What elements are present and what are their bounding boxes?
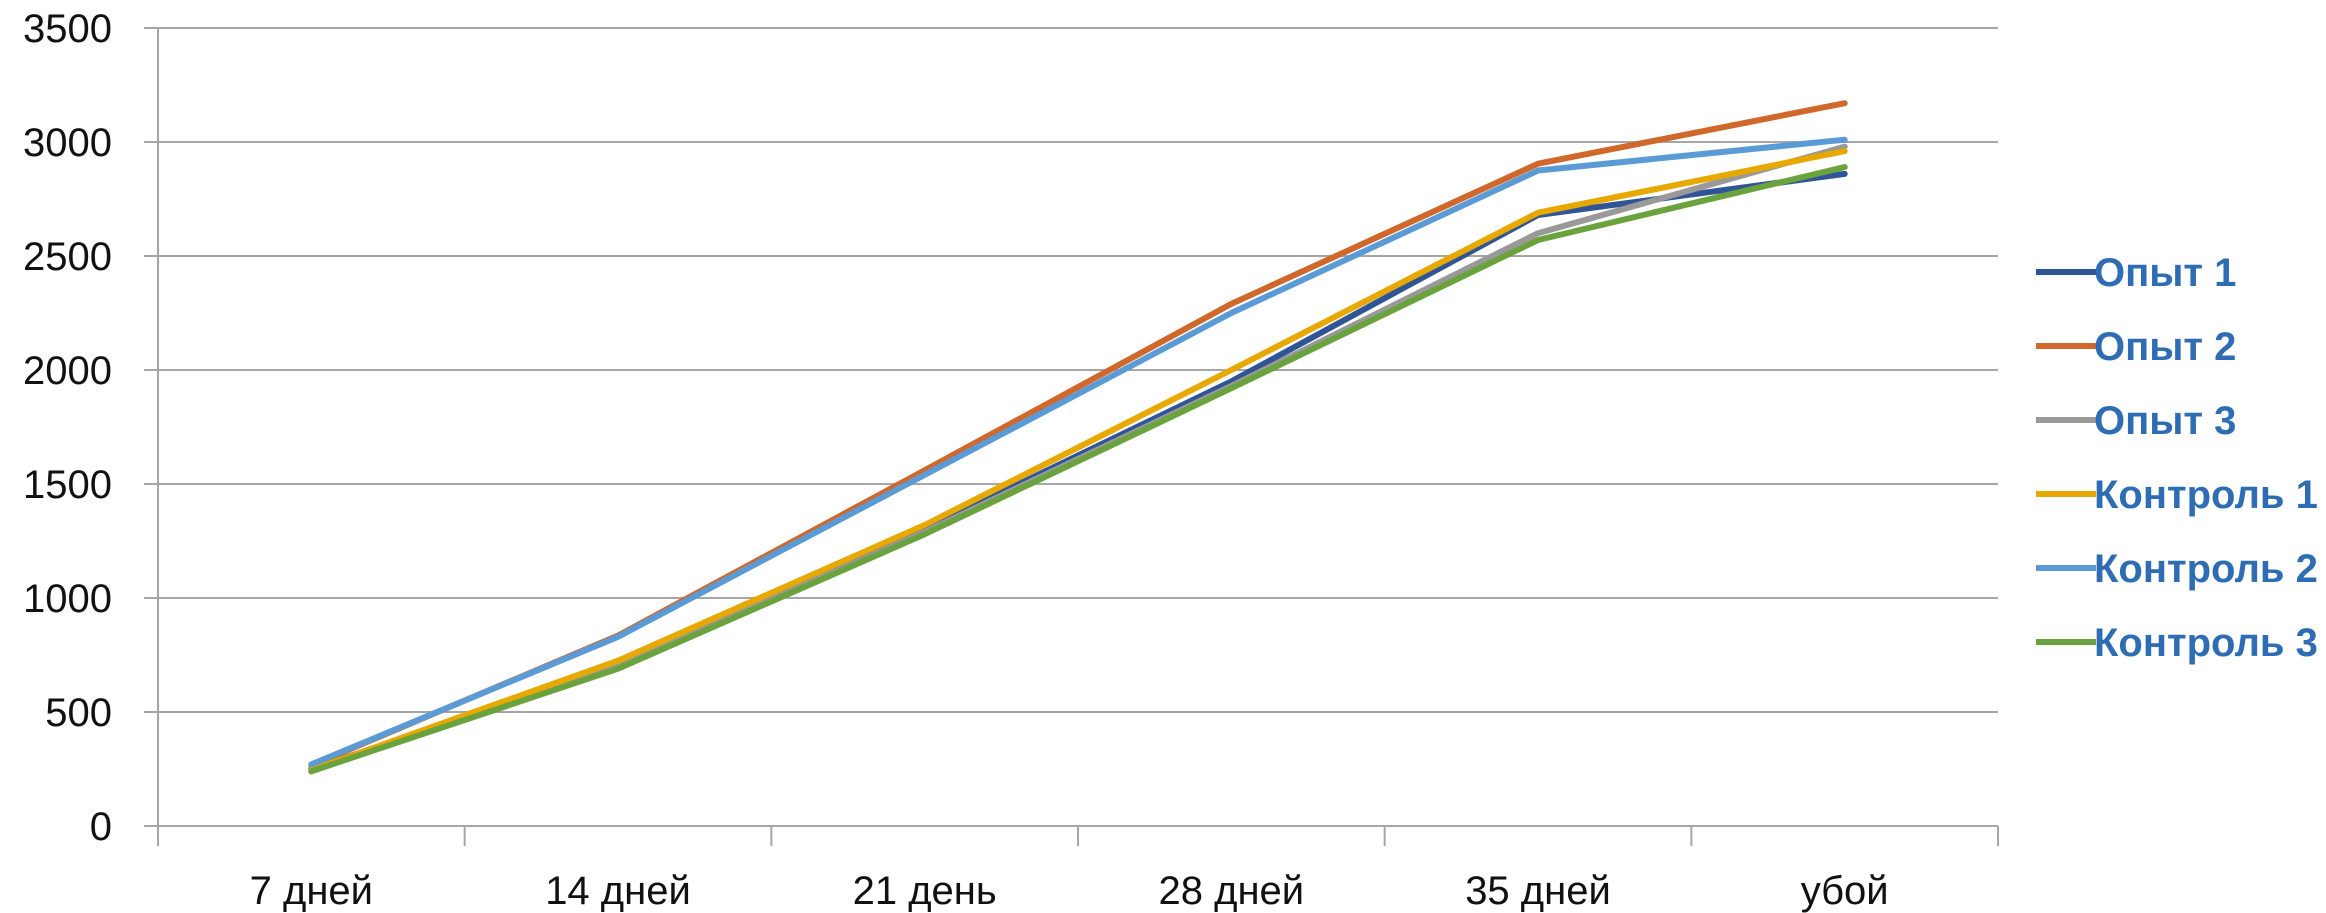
gridlines [158, 27, 1998, 713]
legend-label: Контроль 1 [2094, 473, 2318, 517]
legend-label: Опыт 3 [2094, 399, 2236, 443]
series-line-5 [308, 136, 1848, 768]
legend-entry: Опыт 2 [2036, 325, 2236, 369]
axes [144, 27, 1999, 846]
series-lines [308, 100, 1848, 775]
x-tick-label: убой [1801, 869, 1889, 913]
legend-entry: Контроль 1 [2036, 473, 2318, 517]
x-tick-label: 35 дней [1465, 869, 1611, 913]
legend: Опыт 1 Опыт 2 Опыт 3 Контроль 1 Контроль 2 Ко… [2036, 251, 2318, 665]
legend-label: Контроль 2 [2094, 547, 2318, 591]
x-tick-label: 14 дней [545, 869, 691, 913]
y-tick-label: 3000 [23, 121, 112, 165]
y-tick-label: 1000 [23, 577, 112, 621]
y-tick-labels: 0 500 1000 1500 2000 2500 3000 3500 [23, 7, 112, 849]
legend-label: Контроль 3 [2094, 621, 2318, 665]
x-tick-label: 21 день [853, 869, 997, 913]
y-tick-label: 2000 [23, 349, 112, 393]
series-line-6 [308, 164, 1848, 775]
y-tick-label: 500 [45, 691, 112, 735]
series-line-4 [308, 148, 1848, 774]
series-line-1 [308, 170, 1848, 772]
x-tick-labels: 7 дней 14 дней 21 день 28 дней 35 дней убой [250, 869, 1889, 913]
legend-entry: Опыт 1 [2036, 251, 2236, 295]
legend-entry: Опыт 3 [2036, 399, 2236, 443]
legend-label: Опыт 2 [2094, 325, 2236, 369]
legend-entry: Контроль 2 [2036, 547, 2318, 591]
y-tick-label: 1500 [23, 463, 112, 507]
y-tick-label: 3500 [23, 7, 112, 51]
y-tick-label: 0 [90, 805, 112, 849]
y-tick-label: 2500 [23, 235, 112, 279]
legend-label: Опыт 1 [2094, 251, 2236, 295]
legend-entry: Контроль 3 [2036, 621, 2318, 665]
x-tick-label: 28 дней [1159, 869, 1305, 913]
x-tick-label: 7 дней [250, 869, 373, 913]
